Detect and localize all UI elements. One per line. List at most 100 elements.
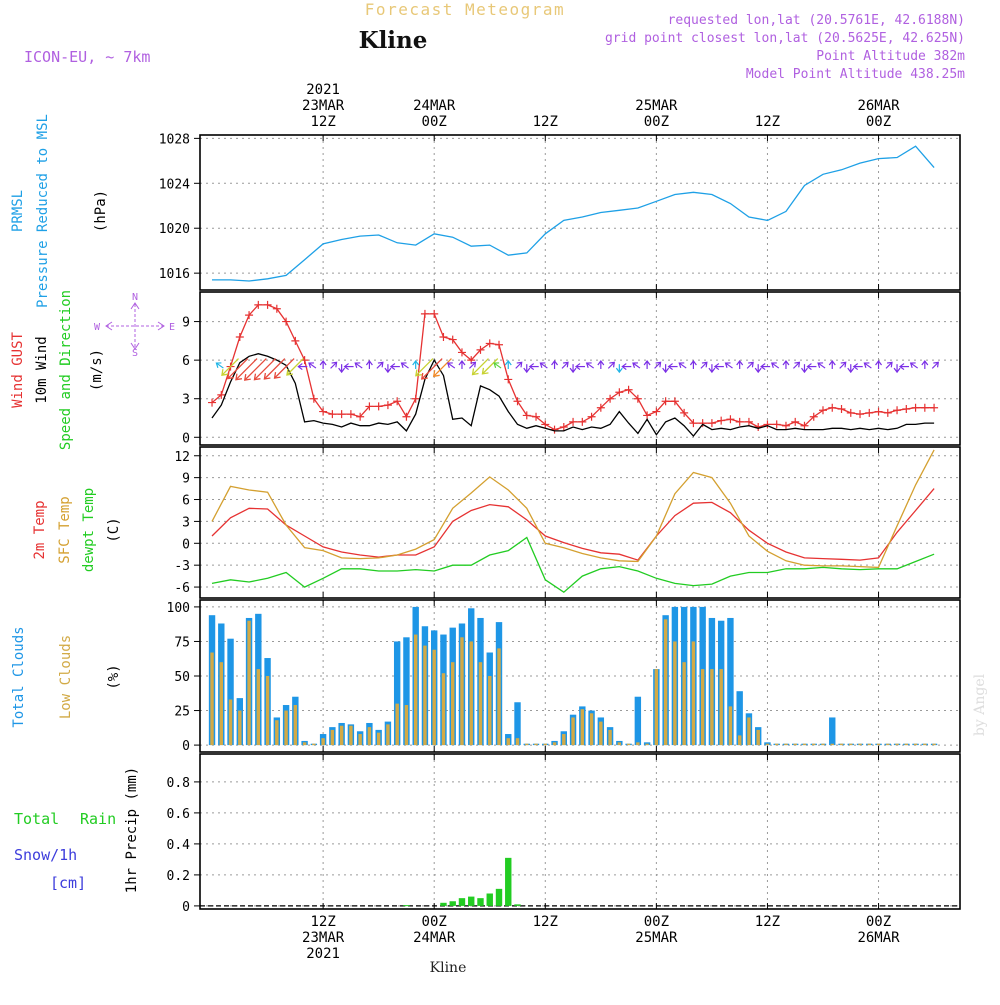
gust-marker: [476, 345, 485, 354]
wind-arrow-icon: [515, 361, 523, 369]
low-cloud-bar: [626, 743, 631, 746]
low-cloud-bar: [589, 713, 594, 746]
low-cloud-bar: [608, 729, 612, 746]
y-tick-label: 50: [174, 670, 190, 685]
gust-marker: [874, 407, 883, 416]
gust-marker: [356, 412, 365, 421]
gust-marker: [254, 300, 263, 309]
total-label: Total: [14, 810, 59, 828]
low-cloud-bar: [904, 743, 909, 746]
rain-bar: [505, 857, 512, 906]
forecast-meteogram-title: Forecast Meteogram: [365, 0, 565, 19]
bottom-time-label: 12Z: [755, 914, 780, 930]
total-cloud-bar: [727, 617, 734, 746]
low-cloud-bar: [210, 652, 214, 746]
low-cloud-bar: [830, 743, 834, 746]
prmsl-line: [212, 145, 935, 282]
gust-marker: [920, 403, 929, 412]
temperature-panel: -6 -3 0 3 6 9 12: [174, 446, 961, 599]
wind-arrow-icon: [263, 358, 286, 380]
low-cloud-bar: [488, 676, 492, 746]
low-cloud-bar: [247, 620, 251, 746]
low-cloud-bar: [543, 743, 547, 746]
gust-marker: [652, 407, 661, 416]
top-time-label: 00Z: [422, 114, 447, 130]
y-tick-label: 0: [182, 537, 190, 552]
low-cloud-bar: [432, 649, 436, 746]
gust-marker: [513, 397, 522, 406]
gust-marker: [809, 412, 818, 421]
low-cloud-bar: [645, 743, 649, 746]
y-tick-label: 0.4: [167, 838, 191, 853]
wind-arrow-icon: [216, 362, 224, 369]
low-cloud-bar: [441, 673, 446, 746]
y-tick-label: 0.2: [167, 869, 190, 884]
wind-arrow-icon: [274, 358, 295, 379]
gust-marker: [883, 408, 892, 417]
gust-marker: [291, 336, 300, 345]
rain-bar: [477, 898, 484, 906]
gust-marker: [402, 412, 411, 421]
snow-label: Snow/1h: [14, 846, 77, 864]
low-cloud-bar: [525, 743, 529, 746]
low-cloud-bar: [451, 662, 455, 746]
gust-marker: [893, 406, 902, 415]
gust-marker: [420, 309, 429, 318]
wind-arrow-icon: [469, 361, 476, 369]
y-tick-label: 1016: [159, 267, 190, 282]
gust-marker: [578, 417, 587, 426]
y-tick-label: 9: [182, 472, 190, 487]
top-time-label: 12Z: [533, 114, 558, 130]
low-cloud-bar: [506, 738, 510, 746]
low-cloud-bar: [719, 669, 723, 746]
gust-marker: [781, 421, 790, 430]
gust-marker: [670, 397, 679, 406]
model-label: ICON-EU, ~ 7km: [24, 48, 150, 66]
low-cloud-bar: [580, 709, 585, 746]
bottom-time-label: 12Z: [310, 914, 335, 930]
gust-marker: [902, 405, 911, 413]
gust-marker: [726, 415, 735, 424]
low-cloud-bar: [821, 743, 825, 746]
gust-marker: [930, 403, 939, 412]
gust-marker: [698, 419, 707, 428]
wind-labels: Wind GUST 10m Wind Speed and Direction (…: [10, 290, 105, 450]
gust-marker: [680, 408, 689, 417]
gust-marker: [800, 421, 809, 430]
y-tick-label: 3: [182, 393, 190, 408]
compass-w: W: [94, 322, 101, 333]
low-cloud-bar: [358, 734, 362, 746]
compass-n: N: [132, 292, 138, 303]
temperature-plot: [211, 449, 935, 594]
wind-arrow-icon: [678, 362, 687, 369]
temp-labels: 2m Temp SFC Temp dewpt Temp (C): [32, 488, 122, 572]
total-cloud-bar: [634, 696, 642, 746]
low-cloud-bar: [728, 706, 733, 746]
low-clouds-label: Low Clouds: [58, 635, 74, 719]
wind-arrow-icon: [330, 361, 337, 369]
gust-marker: [235, 333, 244, 341]
top-time-label: 25MAR: [635, 98, 678, 114]
low-cloud-bar: [802, 743, 807, 746]
wind-arrow-icon: [401, 362, 409, 369]
low-cloud-bar: [339, 725, 344, 746]
low-cloud-bar: [238, 710, 242, 746]
low-cloud-bar: [469, 641, 473, 746]
low-cloud-bar: [923, 743, 927, 746]
wind-arrow-icon: [864, 362, 872, 369]
gust-marker: [393, 397, 402, 406]
gust-marker: [763, 420, 772, 429]
bottom-time-label: 00Z: [422, 914, 447, 930]
gust-marker: [365, 402, 374, 411]
wind-arrow-icon: [286, 358, 304, 376]
low-cloud-bar: [756, 729, 760, 746]
wind-arrow-icon: [433, 358, 452, 377]
low-cloud-bar: [413, 634, 418, 746]
total-clouds-label: Total Clouds: [11, 626, 27, 727]
low-cloud-bar: [265, 676, 270, 746]
gust-marker: [791, 417, 800, 426]
wind-arrow-icon: [839, 361, 847, 369]
clouds-panel: 0 25 50 75 100: [167, 599, 961, 754]
